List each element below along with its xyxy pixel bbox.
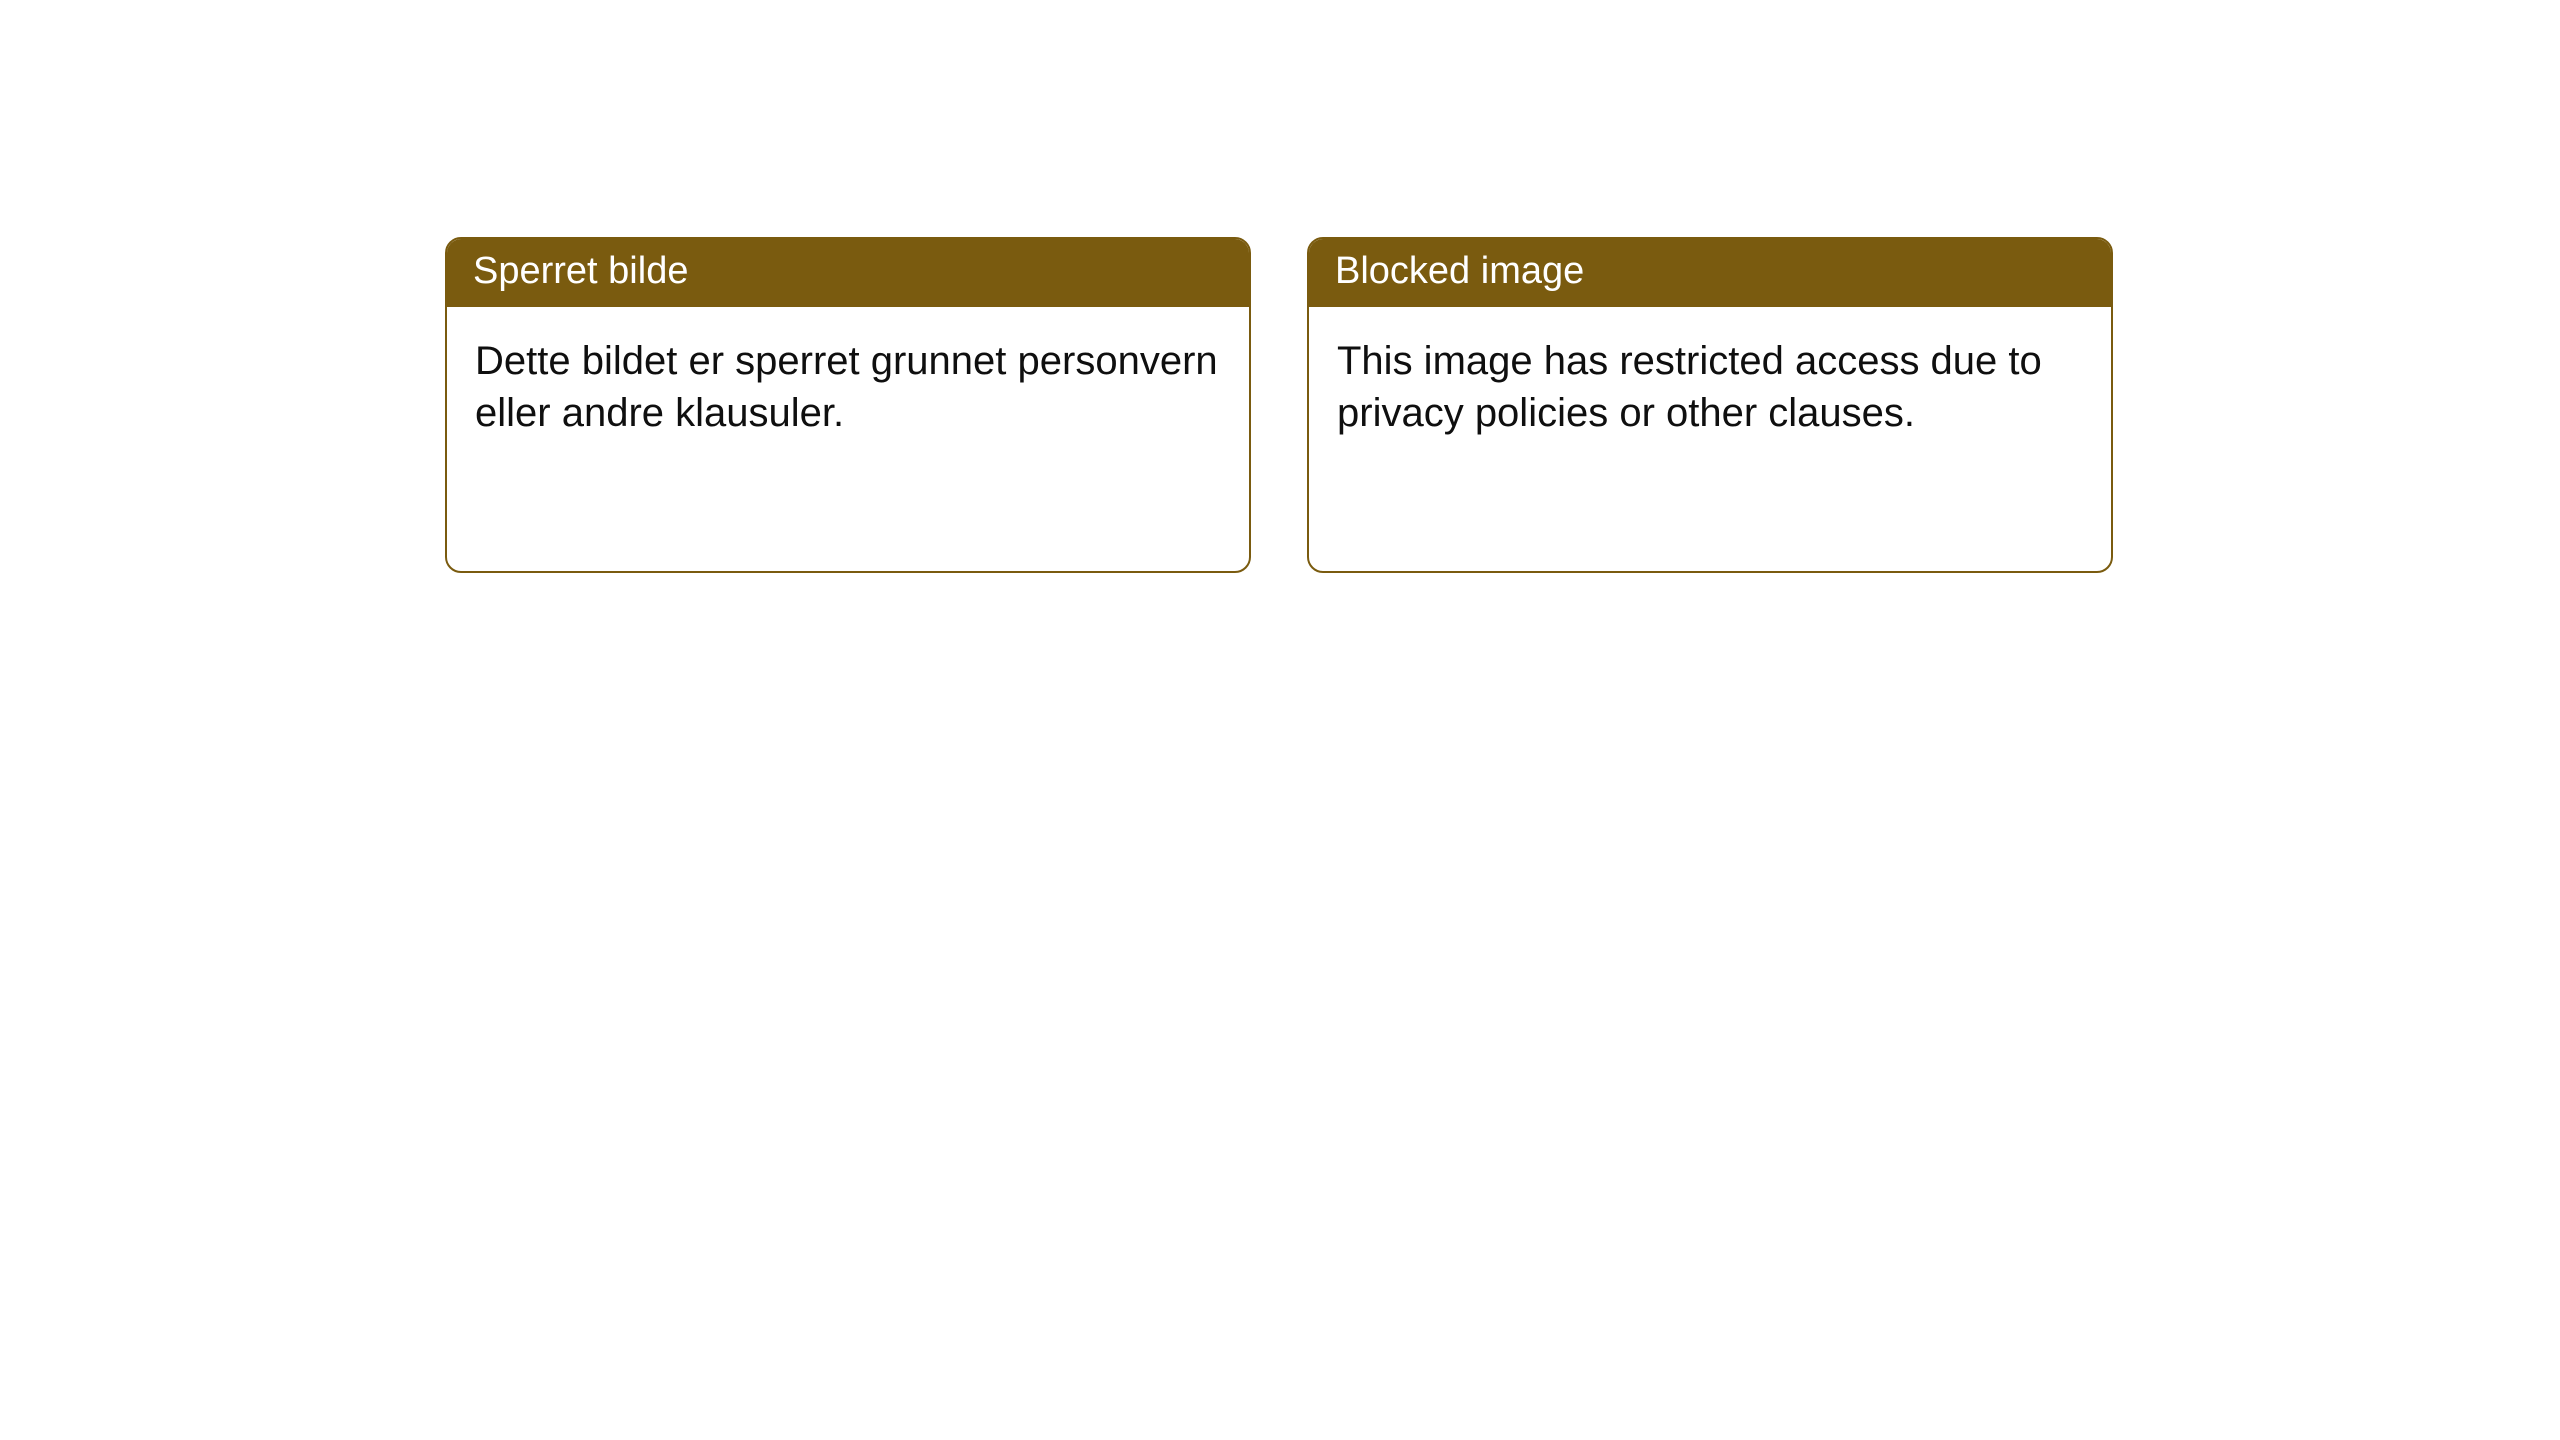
card-header: Blocked image <box>1309 239 2111 307</box>
notice-cards-container: Sperret bilde Dette bildet er sperret gr… <box>445 237 2113 573</box>
notice-card-no: Sperret bilde Dette bildet er sperret gr… <box>445 237 1251 573</box>
card-body: Dette bildet er sperret grunnet personve… <box>447 307 1249 467</box>
card-body: This image has restricted access due to … <box>1309 307 2111 467</box>
notice-card-en: Blocked image This image has restricted … <box>1307 237 2113 573</box>
card-header: Sperret bilde <box>447 239 1249 307</box>
